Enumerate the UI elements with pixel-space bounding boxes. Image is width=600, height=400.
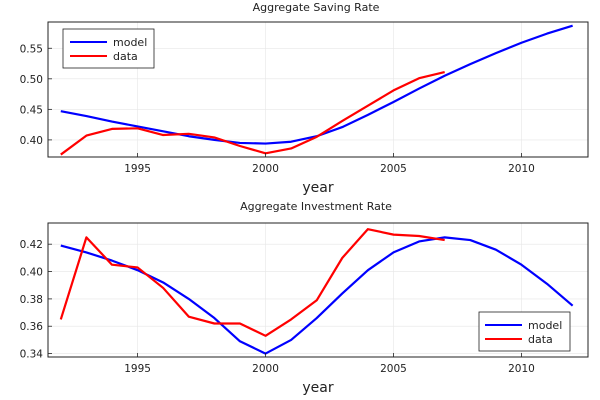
y-tick-label: 0.40 (20, 267, 43, 279)
plot-frame (47, 222, 589, 358)
series-group (59, 228, 574, 355)
x-tick-label: 2010 (508, 363, 535, 375)
legend: model data (478, 311, 571, 352)
grid (48, 22, 588, 157)
legend: model data (62, 28, 155, 69)
y-tick-label: 0.40 (20, 135, 43, 147)
x-axis-label: year (302, 180, 333, 196)
legend-box (62, 28, 155, 69)
x-axis-label: year (302, 380, 333, 396)
legend-label-model: model (113, 36, 147, 49)
tick-labels: 1995 2000 2005 2010 0.40 0.45 0.50 0.55 (20, 43, 535, 175)
panel-investment-rate: Aggregate Investment Rate 1995 2000 2005 20… (20, 200, 589, 396)
series-group (60, 24, 573, 156)
y-tick-label: 0.50 (20, 74, 43, 86)
y-tick-label: 0.34 (20, 349, 44, 361)
y-tick-label: 0.38 (20, 294, 43, 306)
x-tick-label: 2000 (252, 363, 279, 375)
x-tick-label: 2010 (508, 163, 535, 175)
x-tick-label: 1995 (124, 363, 151, 375)
chart-title: Aggregate Investment Rate (240, 200, 392, 213)
chart-title: Aggregate Saving Rate (253, 1, 380, 14)
legend-box (478, 311, 571, 352)
legend-label-data: data (528, 333, 553, 346)
series-line-data (59, 228, 445, 337)
y-tick-label: 0.42 (20, 239, 43, 251)
series-line-data (60, 71, 445, 156)
legend-label-model: model (528, 319, 562, 332)
x-tick-label: 2000 (252, 163, 279, 175)
y-tick-label: 0.36 (20, 321, 44, 333)
tick-labels: 1995 2000 2005 2010 0.34 0.36 0.38 0.40 0.42 (20, 239, 535, 375)
x-tick-label: 2005 (380, 163, 407, 175)
y-tick-label: 0.55 (20, 43, 43, 55)
panel-saving-rate: Aggregate Saving Rate 1995 2000 2005 2010 0.… (20, 1, 589, 196)
x-tick-label: 2005 (380, 363, 407, 375)
x-tick-label: 1995 (124, 163, 151, 175)
y-tick-label: 0.45 (20, 104, 43, 116)
plot-frame (47, 21, 589, 158)
legend-label-data: data (113, 50, 138, 63)
